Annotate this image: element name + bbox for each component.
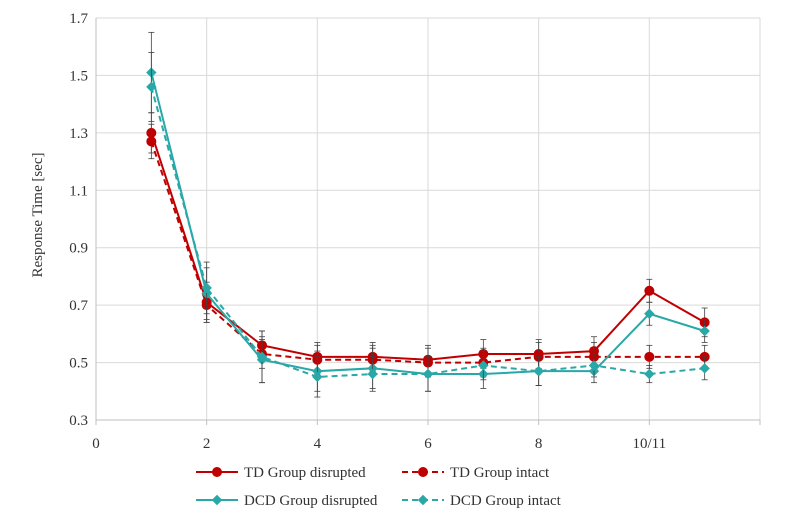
- y-tick-label: 1.5: [69, 68, 88, 84]
- legend-label: DCD Group disrupted: [244, 493, 378, 509]
- series-layer: [146, 31, 710, 398]
- y-tick-label: 0.5: [69, 356, 88, 372]
- legend-marker: [211, 494, 223, 506]
- y-tick-label: 1.7: [69, 11, 88, 27]
- data-point: [478, 360, 489, 371]
- axes: [95, 18, 761, 425]
- data-point: [201, 282, 212, 294]
- data-point: [422, 368, 434, 380]
- data-point: [146, 136, 157, 147]
- legend: TD Group disrupted TD Group intact DCD Gro…: [196, 465, 562, 509]
- x-tick-label: 0: [92, 436, 100, 452]
- legend-entry: TD Group intact: [402, 465, 550, 481]
- legend-label: TD Group disrupted: [244, 465, 366, 481]
- data-point: [644, 308, 655, 319]
- data-point: [367, 368, 378, 380]
- data-point: [699, 325, 710, 337]
- x-tick-label: 2: [203, 436, 211, 452]
- data-point: [588, 360, 600, 371]
- x-tick-label: 6: [424, 436, 432, 452]
- data-point: [312, 371, 323, 383]
- data-point: [644, 368, 655, 380]
- data-point: [146, 81, 157, 93]
- y-tick-label: 1.3: [69, 126, 88, 142]
- y-tick-label: 1.1: [69, 183, 88, 199]
- legend-marker: [418, 467, 428, 477]
- y-tick-label: 0.3: [69, 413, 88, 429]
- x-tick-label: 8: [535, 436, 543, 452]
- y-tick-label: 0.9: [69, 241, 88, 257]
- legend-label: DCD Group intact: [450, 493, 562, 509]
- legend-label: TD Group intact: [450, 465, 550, 481]
- data-point: [256, 351, 268, 363]
- y-axis-title: Response Time [sec]: [30, 153, 46, 278]
- data-point: [533, 365, 544, 377]
- legend-marker: [417, 494, 429, 506]
- legend-entry: DCD Group disrupted: [196, 493, 378, 509]
- series-line: [150, 86, 705, 378]
- legend-entry: TD Group disrupted: [196, 465, 366, 481]
- x-tick-label: 10/11: [633, 436, 667, 452]
- legend-entry: DCD Group intact: [402, 493, 562, 509]
- data-point: [644, 351, 655, 362]
- x-tick-label: 4: [314, 436, 322, 452]
- data-point: [644, 285, 655, 296]
- data-point: [699, 363, 710, 374]
- y-tick-label: 0.7: [69, 298, 88, 314]
- tick-labels: 0.3 0.5 0.7 0.9 1.1 1.3 1.5 1.7 0 2 4 6 8 10/11: [69, 11, 666, 452]
- series-dcd-group-intact: [146, 52, 710, 398]
- legend-marker: [212, 467, 222, 477]
